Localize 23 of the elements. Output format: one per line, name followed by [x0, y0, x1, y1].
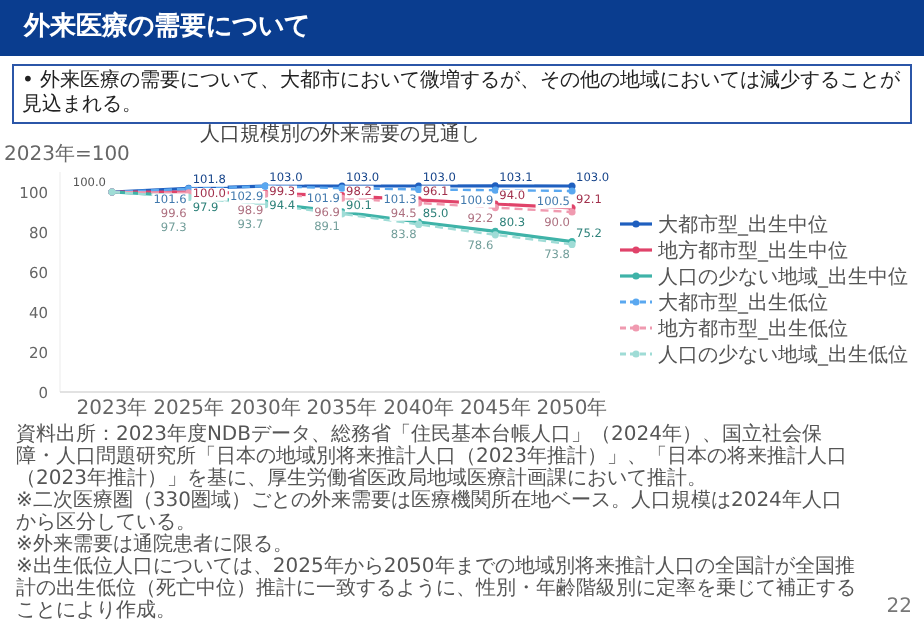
point — [568, 187, 576, 195]
legend-label: 大都市型_出生低位 — [658, 291, 828, 315]
legend-label: 大都市型_出生中位 — [658, 213, 828, 237]
chart-title: 外来医療の需要について — [0, 0, 924, 56]
legend-label: 地方都市型_出生中位 — [656, 239, 848, 263]
x-tick-label: 2023年 — [76, 396, 148, 420]
y-axis-title: 2023年=100 — [4, 142, 130, 166]
x-tick-label: 2025年 — [153, 396, 225, 420]
text: 22 — [886, 596, 912, 618]
chart-subtitle: • 外来医療の需要について、大都市において微増するが、その他の地域においては減少することが見込まれる。 — [12, 64, 912, 124]
x-tick-label: 2035年 — [306, 396, 378, 420]
text: ※出生低位人口については、2025年から2050年までの地域別将来推計人口の全国計が全国推計の出生低位（死亡中位）推計に一致するように、性別・年齢階級別に定率を乗じて補正することにより作成。 — [16, 556, 856, 622]
text: 人口規模別の外来需要の見通し — [200, 122, 480, 146]
text: ※外来需要は通院患者に限る。 — [16, 534, 295, 556]
x-tick-label: 2050年 — [536, 396, 608, 420]
legend-label: 人口の少ない地域_出生中位 — [658, 265, 908, 289]
text: 資料出所：2023年度NDBデータ、総務省「住民基本台帳人口」（2024年）、国立社会保障・人口問題研究所「日本の地域別将来推計人口（2023年推計）」、「日本の将来推計人口（2023年推計）」を基に、厚生労働省医政局地域医療計画課において推計。 — [16, 424, 849, 490]
legend-label: 地方都市型_出生低位 — [656, 317, 848, 341]
text: ※二次医療圏（330圏域）ごとの外来需要は医療機関所在地ベース。人口規模は2024年人口から区分している。 — [16, 490, 844, 534]
x-tick-label: 2045年 — [459, 396, 531, 420]
legend-label: 人口の少ない地域_出生低位 — [658, 343, 908, 367]
x-tick-label: 2030年 — [229, 396, 301, 420]
x-tick-label: 2040年 — [383, 396, 455, 420]
